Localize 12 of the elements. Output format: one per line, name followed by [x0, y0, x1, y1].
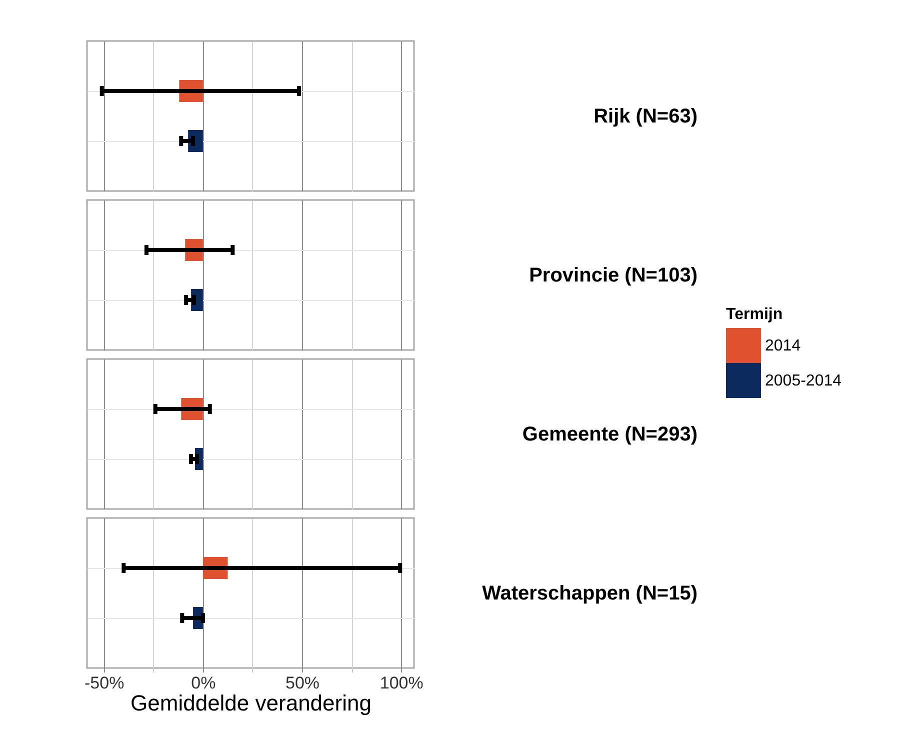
legend-title: Termijn — [726, 306, 783, 323]
y-tick-label: Gemeente (N=293) — [522, 424, 698, 446]
legend-label: 2014 — [765, 338, 801, 354]
x-tick-label: 50% — [286, 674, 320, 692]
x-tick-label: 0% — [191, 674, 216, 692]
x-tick-label: -50% — [84, 674, 124, 692]
legend-label: 2005-2014 — [765, 372, 842, 390]
y-tick-label: Rijk (N=63) — [594, 106, 698, 128]
x-axis-title: Gemiddelde verandering — [130, 690, 372, 716]
y-tick-label: Provincie (N=103) — [529, 264, 698, 286]
x-tick-label: 100% — [380, 674, 424, 692]
y-tick-label: Waterschappen (N=15) — [482, 582, 698, 604]
